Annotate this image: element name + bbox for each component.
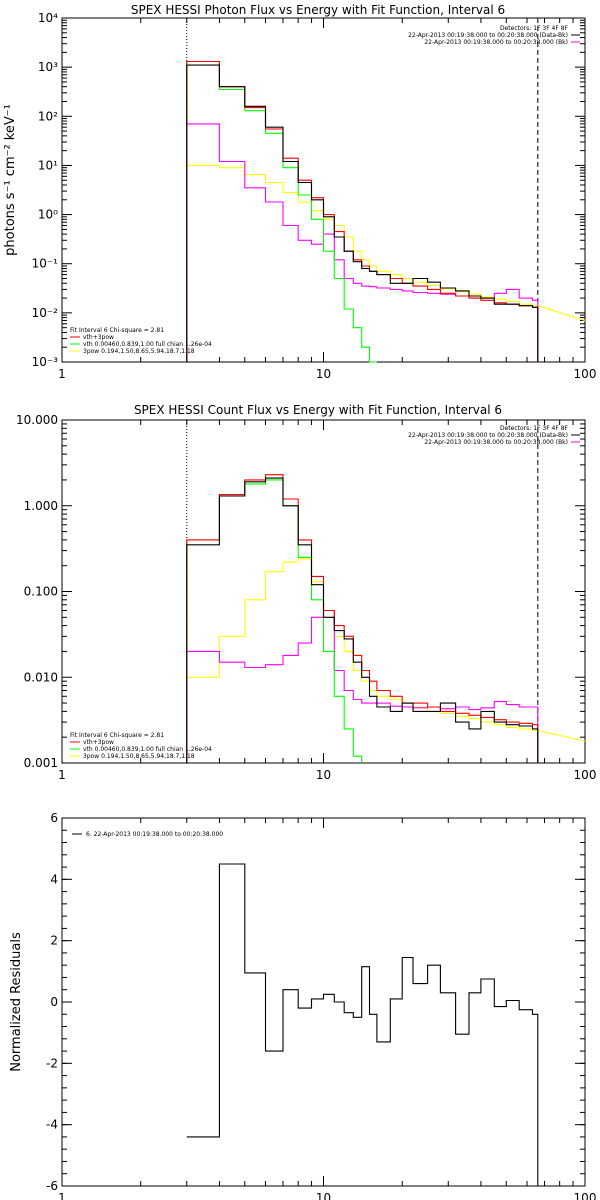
legend-fit-interval: Fit Interval 6 Chi-square = 2.81: [70, 732, 164, 739]
series-vth: [186, 479, 363, 763]
y-tick-label: 10.000: [16, 413, 58, 427]
legend-vth: vth 0.00460,0.839,1.00 full chian 1.26e-…: [83, 746, 212, 753]
photon-flux-panel: SPEX HESSI Photon Flux vs Energy with Fi…: [3, 3, 596, 381]
legend-interval: 6. 22-Apr-2013 00:19:38.000 to 00:20:38.…: [86, 831, 223, 838]
plot-frame: [61, 17, 586, 363]
chart-title: SPEX HESSI Photon Flux vs Energy with Fi…: [131, 3, 505, 17]
chart-title: SPEX HESSI Count Flux vs Energy with Fit…: [134, 403, 502, 417]
y-tick-label: 4: [50, 872, 58, 886]
x-tick-label: 10: [316, 367, 331, 381]
legend-data-bk: 22-Apr-2013 00:19:38.000 to 00:20:38.000…: [408, 32, 568, 39]
series-data-bk: [186, 477, 539, 763]
legend-fit-interval: Fit Interval 6 Chi-square = 2.81: [70, 327, 164, 334]
y-axis-label: Normalized Residuals: [9, 932, 24, 1072]
legend-bottom-left: Fit Interval 6 Chi-square = 2.81 vth+3po…: [70, 732, 212, 760]
legend-3pow: 3pow 0.194,1.50,8.65,5.94,18.7,1.18: [83, 753, 195, 760]
series-vth: [186, 60, 377, 363]
y-tick-label: 0.010: [24, 670, 58, 684]
x-tick-label: 1: [58, 768, 66, 782]
series-vth-3pow: [186, 60, 539, 362]
residuals-panel: Normalized Residuals 6. 22-Apr-2013 00:1…: [9, 811, 596, 1200]
legend-top-right: Detectors: 1F 3F 4F 8F 22-Apr-2013 00:19…: [408, 425, 580, 446]
legend-3pow: 3pow 0.194,1.50,8.65,5.94,18.7,1.18: [83, 348, 195, 355]
y-tick-label: 10¹: [38, 158, 58, 172]
y-tick-label: 0: [50, 995, 58, 1009]
y-tick-label: 0.100: [24, 585, 58, 599]
legend-vth3pow: vth+3pow: [83, 334, 114, 341]
series-vth-3pow: [186, 474, 539, 763]
series-bk: [186, 609, 539, 763]
x-tick-label: 10: [316, 768, 331, 782]
y-axis-label: photons s⁻¹ cm⁻² keV⁻¹: [3, 104, 18, 256]
legend-bottom-left: Fit Interval 6 Chi-square = 2.81 vth+3po…: [70, 327, 212, 355]
series-data-bk: [186, 64, 539, 362]
legend-bk: 22-Apr-2013 00:19:38.000 to 00:20:38.000…: [424, 39, 568, 46]
series-6-22-apr-2013-00-19-38-000-to-00-20-38-000: [186, 863, 539, 1186]
y-tick-label: 10³: [38, 60, 58, 74]
y-tick-label: 10⁻³: [32, 355, 59, 369]
y-tick-label: 10⁰: [38, 208, 58, 222]
y-tick-label: 10⁴: [38, 11, 58, 25]
series-3pow: [186, 164, 586, 362]
x-tick-label: 100: [574, 1191, 597, 1200]
x-tick-label: 10: [316, 1191, 331, 1200]
series-3pow: [186, 558, 586, 763]
y-tick-label: 6: [50, 811, 58, 825]
y-tick-label: 2: [50, 934, 58, 948]
y-tick-label: 10⁻¹: [32, 257, 59, 271]
legend: 6. 22-Apr-2013 00:19:38.000 to 00:20:38.…: [72, 831, 223, 838]
legend-top-right: Detectors: 1F 3F 4F 8F 22-Apr-2013 00:19…: [408, 25, 580, 46]
y-tick-label: -4: [46, 1118, 58, 1132]
y-tick-label: 10²: [38, 109, 58, 123]
y-tick-label: 1.000: [24, 499, 58, 513]
x-tick-label: 100: [574, 768, 597, 782]
legend-bk: 22-Apr-2013 00:19:38.000 to 00:20:38.000…: [424, 439, 568, 446]
x-tick-label: 1: [58, 1191, 66, 1200]
y-tick-label: -2: [46, 1056, 58, 1070]
legend-vth3pow: vth+3pow: [83, 739, 114, 746]
x-tick-label: 1: [58, 367, 66, 381]
y-tick-label: -6: [46, 1179, 58, 1193]
x-tick-label: 100: [574, 367, 597, 381]
legend-vth: vth 0.00460,0.839,1.00 full chian 1.26e-…: [83, 341, 212, 348]
y-tick-label: 0.001: [24, 756, 58, 770]
legend-data-bk: 22-Apr-2013 00:19:38.000 to 00:20:38.000…: [408, 432, 568, 439]
legend-detectors: Detectors: 1F 3F 4F 8F: [500, 425, 569, 432]
series-bk: [186, 123, 539, 362]
count-flux-panel: SPEX HESSI Count Flux vs Energy with Fit…: [16, 403, 596, 782]
legend-detectors: Detectors: 1F 3F 4F 8F: [500, 25, 569, 32]
y-tick-label: 10⁻²: [32, 306, 59, 320]
